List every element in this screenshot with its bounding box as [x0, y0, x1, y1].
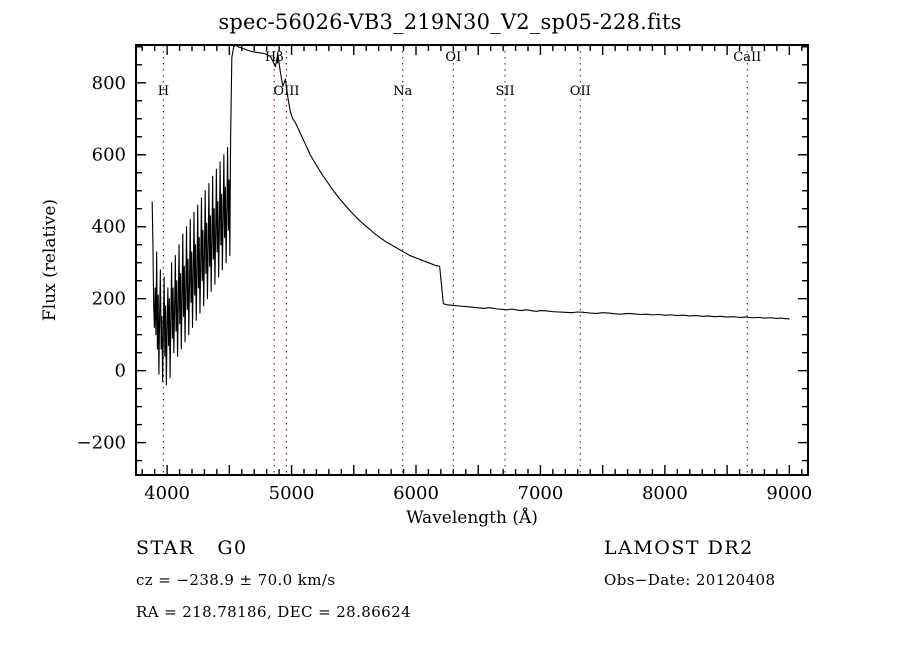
- y-tick-label: −200: [77, 433, 126, 454]
- coordinates: RA = 218.78186, DEC = 28.86624: [136, 603, 412, 621]
- y-tick-label: 600: [92, 145, 126, 166]
- spectral-line-label-SII: SII: [496, 84, 515, 99]
- x-axis-label: Wavelength (Å): [406, 507, 538, 528]
- figure-title: spec-56026-VB3_219N30_V2_sp05-228.fits: [218, 10, 682, 34]
- spectral-class: G0: [217, 537, 248, 559]
- radial-velocity: cz = −238.9 ± 70.0 km/s: [136, 571, 336, 589]
- y-tick-label: 200: [92, 289, 126, 310]
- y-tick-label: 400: [92, 217, 126, 238]
- spectral-line-label-OI: OI: [445, 50, 461, 65]
- spectral-line-label-H: H: [158, 84, 169, 99]
- x-tick-label: 7000: [518, 483, 564, 504]
- x-tick-label: 8000: [642, 483, 688, 504]
- object-type: STAR: [136, 537, 195, 559]
- survey-label: LAMOST DR2: [604, 537, 754, 559]
- plot-frame: [135, 44, 809, 476]
- x-tick-label: 4000: [144, 483, 190, 504]
- object-type-label: STAR G0: [136, 537, 248, 559]
- y-axis-label: Flux (relative): [40, 199, 60, 321]
- spectral-line-label-OIII: OIII: [273, 84, 299, 99]
- x-tick-label: 5000: [269, 483, 315, 504]
- spectral-line-label-Na: Na: [393, 84, 412, 99]
- spectral-line-label-OII: OII: [570, 84, 591, 99]
- y-tick-label: 0: [115, 361, 126, 382]
- x-tick-label: 9000: [766, 483, 812, 504]
- spectrum-trace: [151, 44, 790, 386]
- spectral-line-label-H: Hβ: [265, 50, 284, 65]
- x-tick-label: 6000: [393, 483, 439, 504]
- y-tick-label: 800: [92, 73, 126, 94]
- observation-date: Obs−Date: 20120408: [604, 571, 776, 589]
- spectral-line-label-CaII: CaII: [733, 50, 761, 65]
